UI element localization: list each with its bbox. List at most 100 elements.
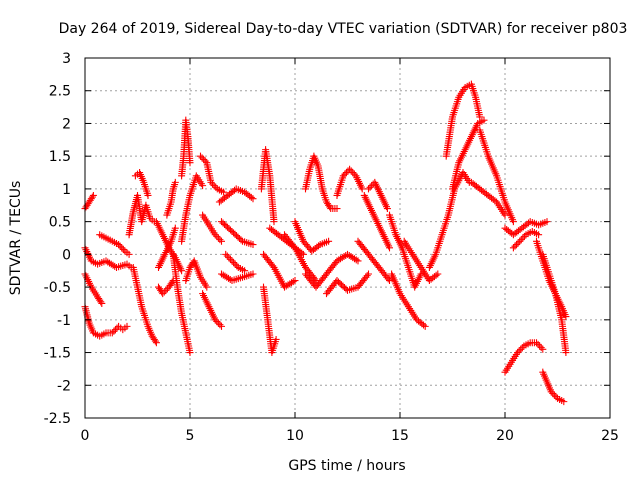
- data-point: [299, 250, 307, 258]
- series-track-e: [96, 231, 133, 258]
- data-point: [186, 349, 194, 357]
- series-track-ak: [386, 211, 425, 291]
- data-points: [81, 80, 570, 406]
- y-tick-label: 0: [62, 247, 71, 263]
- series-track-ac: [302, 152, 341, 213]
- data-point: [222, 250, 230, 258]
- y-tick-labels: -2.5 -2 -1.5 -1 -0.5 0 0.5 1 1.5 2 2.5 3: [44, 51, 71, 427]
- y-tick-label: -0.5: [44, 280, 71, 296]
- y-tick-label: -2.5: [44, 411, 71, 427]
- data-point: [270, 218, 278, 226]
- data-point: [339, 172, 347, 180]
- data-point: [552, 393, 560, 401]
- data-point: [533, 339, 540, 347]
- data-point: [171, 224, 179, 232]
- data-point: [125, 250, 133, 258]
- data-point: [98, 299, 106, 307]
- series-track-af: [323, 270, 372, 298]
- data-point: [347, 167, 355, 175]
- data-point: [207, 178, 215, 186]
- data-point: [231, 260, 239, 268]
- data-point: [88, 193, 96, 201]
- data-point: [291, 277, 299, 285]
- series-track-al: [388, 270, 429, 330]
- series-track-av: [539, 368, 568, 406]
- series-track-f: [125, 191, 158, 239]
- data-point: [514, 349, 522, 357]
- data-point: [520, 232, 528, 240]
- data-point: [249, 195, 257, 203]
- data-point: [216, 321, 224, 329]
- data-point: [197, 152, 204, 160]
- data-point: [513, 241, 521, 249]
- x-tick-label: 5: [186, 428, 195, 444]
- data-point: [116, 242, 124, 250]
- series-track-z: [260, 250, 299, 291]
- data-point: [358, 185, 366, 193]
- data-point: [186, 159, 194, 167]
- data-point: [562, 349, 570, 357]
- data-point: [144, 191, 152, 199]
- x-tick-label: 15: [391, 428, 409, 444]
- data-point: [160, 288, 168, 296]
- data-point: [501, 211, 509, 219]
- data-point: [534, 340, 542, 348]
- data-point: [365, 270, 372, 278]
- data-point: [350, 170, 358, 178]
- data-point: [514, 239, 522, 247]
- series-track-u: [218, 218, 257, 249]
- y-tick-label: -1: [57, 313, 71, 329]
- data-point: [386, 277, 393, 285]
- data-point: [547, 388, 555, 396]
- series-track-y: [260, 283, 280, 357]
- data-point: [434, 270, 442, 278]
- series-track-h: [131, 169, 152, 199]
- series-track-as: [501, 218, 551, 239]
- data-point: [326, 203, 334, 211]
- data-point: [123, 322, 131, 330]
- data-point: [218, 237, 225, 245]
- data-point: [214, 319, 222, 327]
- y-tick-label: -1.5: [44, 346, 71, 362]
- series-track-j: [155, 224, 179, 271]
- y-tick-label: -2: [57, 378, 71, 394]
- data-point: [237, 236, 245, 244]
- data-point: [511, 242, 519, 250]
- data-point: [211, 316, 219, 324]
- series-track-ab: [281, 231, 320, 285]
- data-point: [272, 335, 280, 343]
- data-point: [290, 242, 298, 250]
- series-track-ad: [291, 218, 333, 255]
- data-point: [218, 322, 225, 330]
- series-track-k: [155, 277, 177, 298]
- data-point: [233, 262, 241, 270]
- series-track-b: [81, 303, 131, 340]
- data-point: [247, 193, 255, 201]
- series-track-p: [182, 257, 211, 291]
- data-point: [509, 218, 517, 226]
- data-point: [228, 257, 236, 265]
- series-track-an: [425, 169, 473, 271]
- data-point: [89, 191, 97, 199]
- series-track-g: [129, 263, 160, 347]
- data-point: [517, 345, 525, 353]
- series-track-s: [199, 290, 225, 330]
- data-point: [535, 231, 543, 239]
- data-point: [516, 237, 524, 245]
- series-track-v: [218, 270, 257, 285]
- chart-title: Day 264 of 2019, Sidereal Day-to-day VTE…: [59, 21, 628, 37]
- x-tick-labels: 0 5 10 15 20 25: [81, 428, 619, 444]
- series-track-aq: [467, 178, 509, 219]
- data-point: [539, 345, 547, 353]
- x-tick-label: 25: [601, 428, 619, 444]
- data-point: [159, 290, 167, 298]
- data-point: [214, 234, 222, 242]
- data-point: [211, 231, 219, 239]
- data-point: [383, 205, 391, 213]
- data-point: [203, 283, 211, 291]
- data-point: [225, 254, 233, 262]
- y-tick-label: 1: [62, 182, 71, 198]
- data-point: [110, 327, 118, 335]
- data-point: [119, 245, 127, 253]
- data-point: [509, 244, 517, 252]
